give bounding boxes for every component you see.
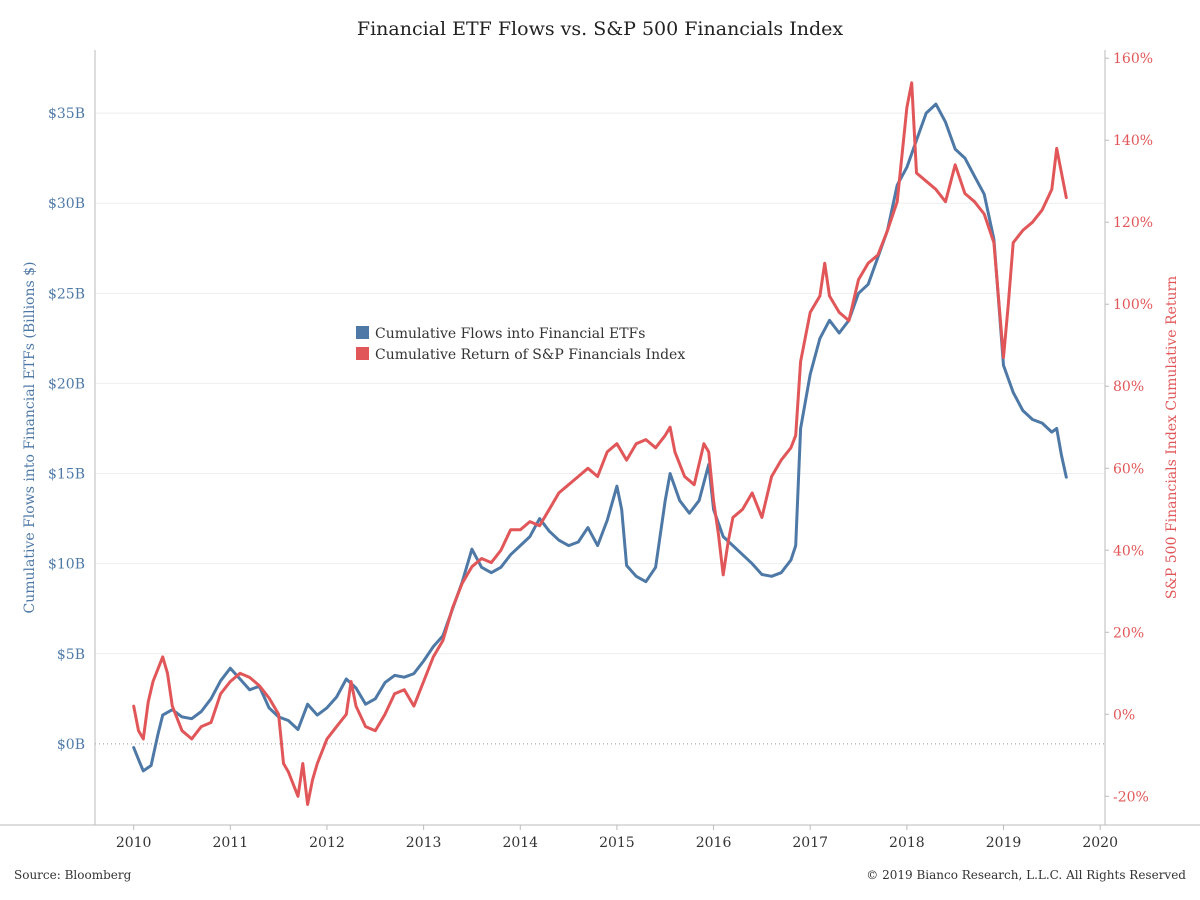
y-tick-label: $5B (57, 647, 85, 663)
y-tick-label: $20B (48, 376, 85, 392)
legend-label-flows: Cumulative Flows into Financial ETFs (375, 326, 645, 342)
gridlines (95, 112, 1105, 745)
x-tick-label: 2014 (502, 835, 538, 851)
axes: $0B $5B $10B $15B $20B $25B $30B $35B -20% 0% 20% 4… (0, 50, 1200, 851)
y2-tick-label: 80% (1113, 379, 1144, 395)
returns-series-line (132, 81, 1068, 806)
series-lines (132, 81, 1068, 806)
legend-label-returns: Cumulative Return of S&P Financials Inde… (375, 347, 685, 363)
y2-tick-label: 120% (1113, 215, 1153, 231)
y2-tick-label: 40% (1113, 543, 1144, 559)
x-tick-label: 2020 (1082, 835, 1118, 851)
legend-swatch-flows (356, 326, 369, 339)
y2-tick-label: 160% (1113, 51, 1153, 67)
legend-swatch-returns (356, 347, 369, 360)
y-tick-label: $0B (57, 737, 85, 753)
x-tick-label: 2010 (116, 835, 152, 851)
y2-tick-label: 60% (1113, 461, 1144, 477)
y-tick-label: $35B (48, 106, 85, 122)
y2-tick-label: -20% (1113, 789, 1149, 805)
y2-tick-label: 140% (1113, 133, 1153, 149)
x-tick-label: 2017 (792, 835, 828, 851)
x-tick-label: 2018 (889, 835, 925, 851)
y-tick-label: $25B (48, 286, 85, 302)
legend: Cumulative Flows into Financial ETFs Cumu… (356, 326, 685, 363)
y2-axis-title: S&P 500 Financials Index Cumulative Retu… (1164, 276, 1180, 599)
x-tick-label: 2019 (986, 835, 1022, 851)
x-tick-label: 2011 (212, 835, 248, 851)
x-tick-label: 2016 (696, 835, 732, 851)
chart-title: Financial ETF Flows vs. S&P 500 Financia… (356, 18, 844, 40)
x-tick-label: 2013 (406, 835, 442, 851)
y-tick-label: $15B (48, 467, 85, 483)
y2-tick-label: 100% (1113, 297, 1153, 313)
x-tick-label: 2015 (599, 835, 635, 851)
y2-tick-label: 20% (1113, 625, 1144, 641)
copyright-note: © 2019 Bianco Research, L.L.C. All Right… (866, 868, 1186, 882)
y2-tick-label: 0% (1113, 707, 1135, 723)
y-axis-title: Cumulative Flows into Financial ETFs (Bi… (22, 261, 38, 613)
flows-series-line (132, 102, 1068, 773)
x-tick-label: 2012 (309, 835, 345, 851)
y-tick-label: $10B (48, 557, 85, 573)
y-tick-label: $30B (48, 196, 85, 212)
source-note: Source: Bloomberg (14, 868, 132, 882)
